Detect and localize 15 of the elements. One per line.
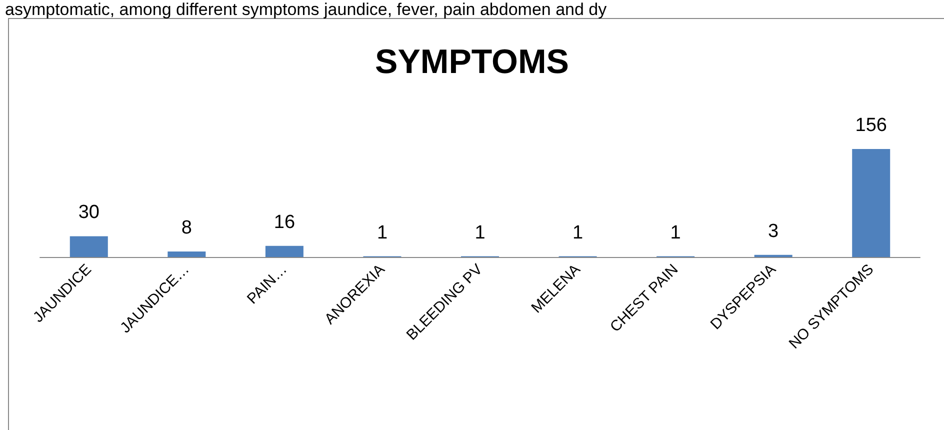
data-label: 156 — [855, 115, 887, 136]
bar — [70, 236, 108, 257]
text: asymptomatic, among different symptoms jaundice, fever, pain abdomen and dy — [5, 0, 608, 19]
data-label: 1 — [572, 222, 584, 244]
chart-title: SYMPTOMS — [375, 43, 569, 81]
bar — [265, 246, 304, 257]
data-label: 16 — [274, 212, 296, 233]
data-label: 3 — [768, 220, 779, 242]
data-label: 8 — [181, 217, 192, 238]
data-label: 30 — [78, 202, 100, 224]
bar — [852, 149, 890, 257]
data-label: 1 — [376, 222, 388, 244]
data-label: 1 — [474, 222, 486, 244]
bar — [168, 251, 206, 257]
data-label: 1 — [670, 222, 681, 244]
